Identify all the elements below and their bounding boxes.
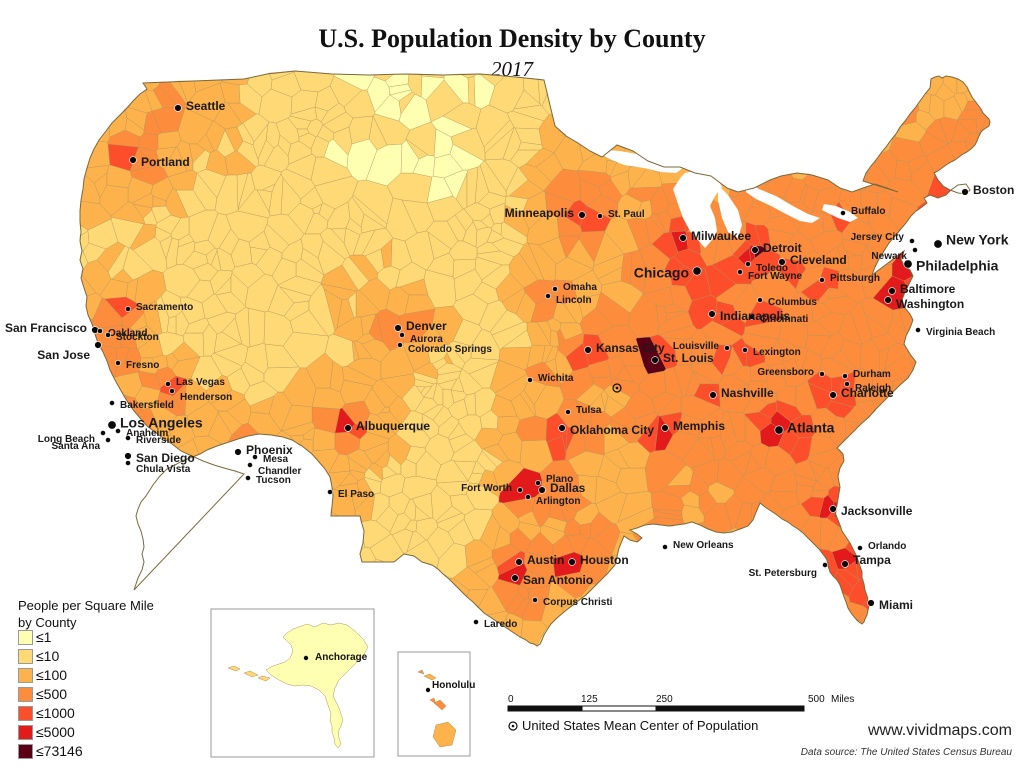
svg-text:Milwaukee: Milwaukee [691, 229, 751, 243]
svg-text:Nashville: Nashville [721, 386, 774, 400]
svg-text:Henderson: Henderson [180, 392, 232, 403]
svg-text:Newark: Newark [871, 251, 907, 262]
svg-text:St. Petersburg: St. Petersburg [749, 568, 817, 579]
svg-text:Corpus Christi: Corpus Christi [543, 597, 613, 608]
svg-text:Jersey City: Jersey City [851, 232, 905, 243]
svg-text:Sacramento: Sacramento [136, 302, 193, 313]
svg-text:Washington: Washington [896, 297, 964, 311]
svg-text:Omaha: Omaha [563, 282, 597, 293]
svg-text:Cleveland: Cleveland [790, 253, 847, 267]
svg-text:Tampa: Tampa [853, 553, 891, 567]
svg-text:Fresno: Fresno [126, 360, 159, 371]
svg-text:Bakersfield: Bakersfield [120, 400, 174, 411]
svg-text:Riverside: Riverside [136, 435, 181, 446]
svg-text:Miami: Miami [879, 598, 913, 612]
svg-text:Baltimore: Baltimore [900, 282, 956, 296]
svg-text:Columbus: Columbus [768, 297, 817, 308]
svg-text:Honolulu: Honolulu [432, 680, 475, 691]
svg-text:0: 0 [508, 694, 514, 705]
svg-text:United States Mean Center of P: United States Mean Center of Population [522, 718, 758, 733]
svg-text:Stockton: Stockton [116, 332, 159, 343]
svg-text:Raleigh: Raleigh [855, 383, 891, 394]
svg-text:Chula Vista: Chula Vista [136, 464, 191, 475]
svg-text:Philadelphia: Philadelphia [916, 257, 999, 273]
svg-text:Albuquerque: Albuquerque [356, 419, 430, 433]
svg-text:New York: New York [946, 231, 1009, 247]
svg-text:Tulsa: Tulsa [576, 405, 602, 416]
svg-text:Memphis: Memphis [673, 419, 725, 433]
svg-text:Minneapolis: Minneapolis [505, 206, 575, 220]
svg-text:Kansas City: Kansas City [596, 341, 665, 355]
svg-text:Greensboro: Greensboro [757, 367, 814, 378]
svg-text:Boston: Boston [973, 183, 1014, 197]
svg-text:Las Vegas: Las Vegas [176, 377, 225, 388]
svg-text:Wichita: Wichita [538, 373, 574, 384]
svg-text:Austin: Austin [527, 553, 564, 567]
svg-text:Miles: Miles [831, 694, 854, 705]
svg-text:500: 500 [808, 694, 825, 705]
svg-text:St. Paul: St. Paul [608, 209, 645, 220]
svg-text:Santa Ana: Santa Ana [51, 441, 100, 452]
svg-text:Virginia Beach: Virginia Beach [926, 327, 995, 338]
svg-text:Indianapolis: Indianapolis [720, 309, 790, 323]
svg-text:El Paso: El Paso [338, 489, 374, 500]
svg-text:Mesa: Mesa [263, 454, 288, 465]
svg-text:Portland: Portland [141, 155, 190, 169]
svg-text:Oklahoma City: Oklahoma City [570, 423, 654, 437]
svg-text:San Antonio: San Antonio [523, 573, 593, 587]
svg-text:New Orleans: New Orleans [673, 540, 734, 551]
svg-text:San Diego: San Diego [136, 451, 195, 465]
svg-text:Chicago: Chicago [634, 264, 689, 280]
svg-text:Seattle: Seattle [186, 99, 226, 113]
svg-text:Plano: Plano [546, 474, 573, 485]
svg-text:Lexington: Lexington [753, 347, 801, 358]
svg-text:Pittsburgh: Pittsburgh [830, 273, 880, 284]
svg-text:Colorado Springs: Colorado Springs [408, 344, 492, 355]
svg-text:Tucson: Tucson [256, 475, 291, 486]
svg-text:Atlanta: Atlanta [787, 419, 835, 435]
svg-text:Durham: Durham [853, 369, 891, 380]
svg-text:125: 125 [581, 694, 598, 705]
svg-text:Buffalo: Buffalo [851, 206, 885, 217]
svg-text:Louisville: Louisville [673, 341, 720, 352]
svg-text:Orlando: Orlando [868, 541, 906, 552]
svg-text:Anchorage: Anchorage [315, 652, 368, 663]
svg-text:Denver: Denver [406, 319, 447, 333]
svg-text:Fort Worth: Fort Worth [461, 483, 512, 494]
svg-text:Houston: Houston [580, 553, 629, 567]
svg-text:St. Louis: St. Louis [663, 351, 714, 365]
svg-text:Jacksonville: Jacksonville [841, 504, 913, 518]
svg-text:Arlington: Arlington [536, 496, 580, 507]
svg-text:Laredo: Laredo [484, 619, 517, 630]
svg-text:Lincoln: Lincoln [556, 295, 592, 306]
svg-text:San Jose: San Jose [37, 348, 90, 362]
svg-text:San Francisco: San Francisco [5, 321, 87, 335]
svg-text:250: 250 [656, 694, 673, 705]
